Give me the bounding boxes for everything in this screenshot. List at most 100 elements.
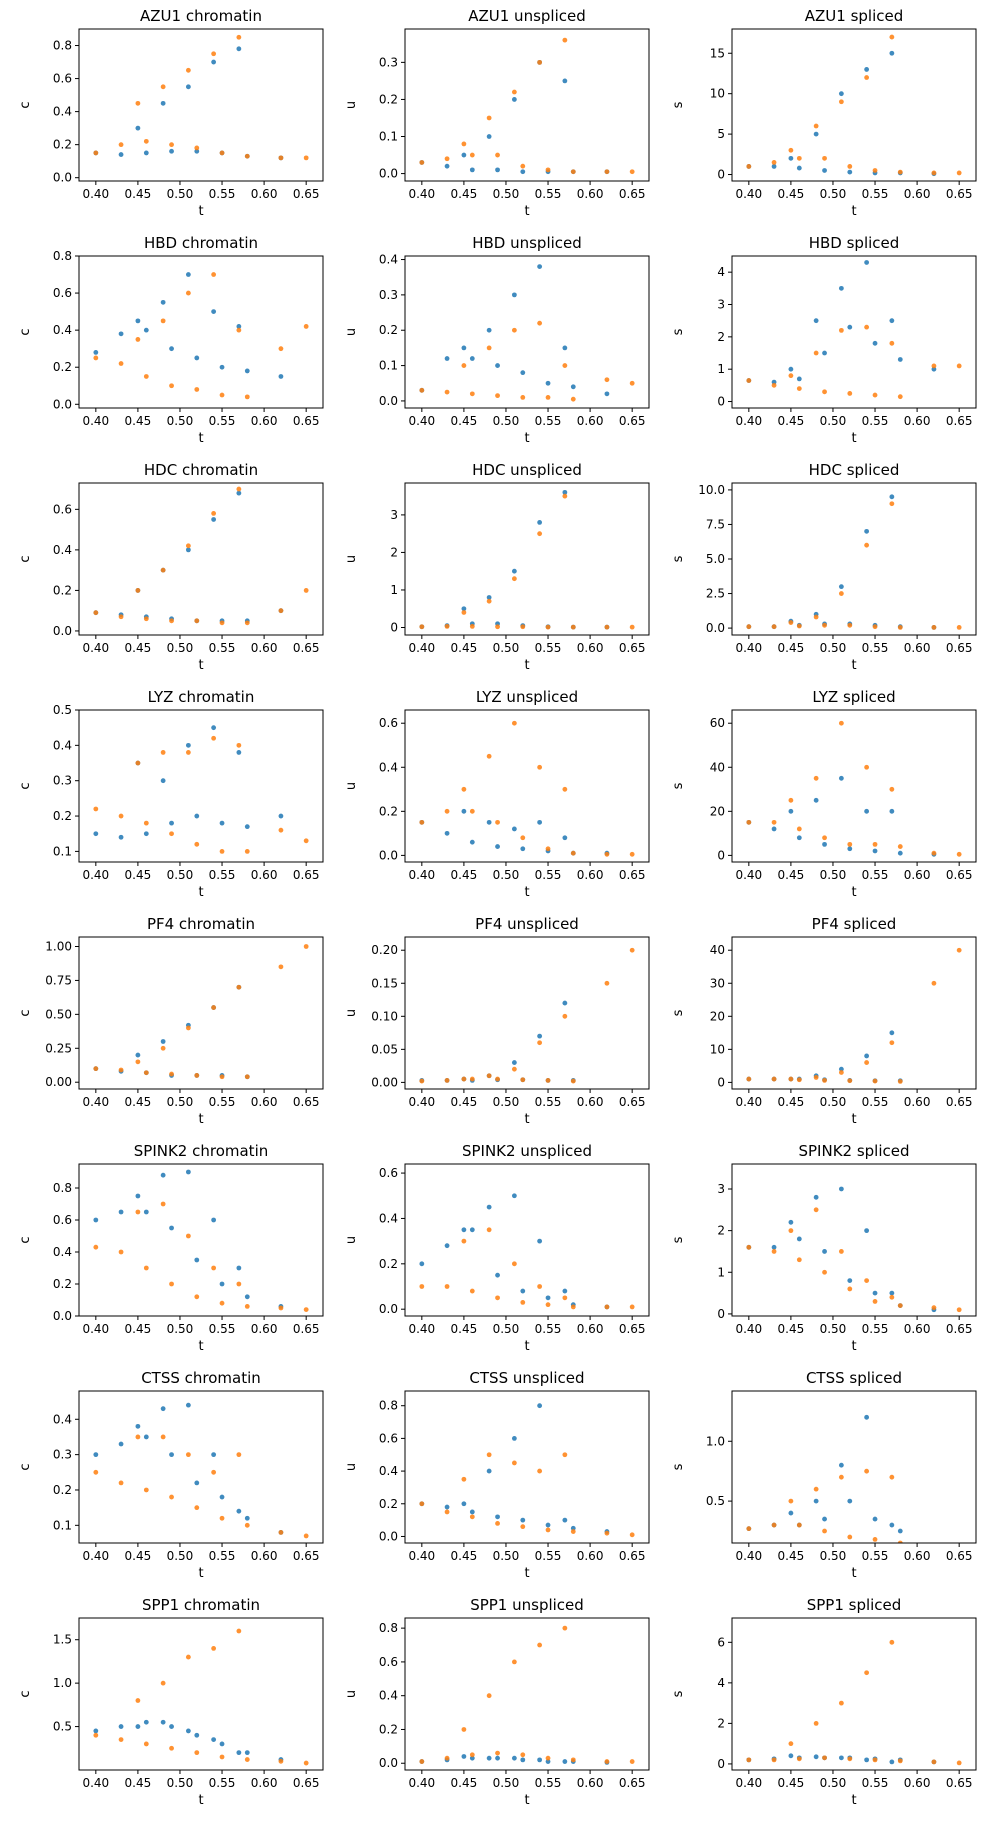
scatter-point [486,1073,492,1079]
scatter-point [604,980,610,986]
scatter-point [562,1452,568,1458]
x-tick-label: 0.65 [619,1549,646,1563]
x-tick-label: 0.50 [167,1095,194,1109]
scatter-point [864,1757,870,1763]
scatter-point [236,34,242,40]
scatter-point [244,1304,250,1309]
scatter-point [746,378,752,383]
scatter-point [511,1659,517,1665]
scatter-point [771,160,777,165]
scatter-point [495,1295,500,1301]
scatter-point [495,1755,500,1761]
scatter-point [444,356,450,361]
x-tick-label: 0.45 [778,868,805,882]
scatter-point [219,820,225,826]
chart-title: SPP1 unspliced [470,1596,584,1614]
x-axis-label: t [851,204,856,219]
scatter-point [847,846,853,852]
scatter-point [219,392,225,398]
scatter-point [303,1533,309,1539]
x-tick-label: 0.65 [293,1776,320,1790]
subplot: 0.40 0.45 0.50 0.55 0.60 0.65 0.0 2.5 5.0 7.5 10.0… [671,461,977,673]
x-tick-label: 0.60 [251,641,278,655]
scatter-point [872,841,878,847]
y-tick-label: 0.2 [53,360,72,374]
scatter-point [570,1078,576,1084]
x-axis-label: t [198,658,203,673]
scatter-point [897,625,903,630]
scatter-point [244,1750,250,1756]
x-tick-label: 0.45 [778,641,805,655]
scatter-point [143,1741,149,1747]
x-axis-label: t [851,1112,856,1127]
x-axis-label: t [198,1793,203,1808]
scatter-point [486,327,492,333]
scatter-point [419,1261,425,1267]
x-tick-label: 0.60 [904,414,931,428]
scatter-point [864,764,870,770]
scatter-point [143,616,149,622]
scatter-point [872,1516,878,1522]
scatter-point [278,1758,284,1764]
scatter-point [118,152,124,157]
y-tick-label: 0.0 [379,1756,398,1770]
x-tick-label: 0.40 [735,187,762,201]
scatter-point [822,1528,827,1534]
axes-frame [731,1163,977,1317]
y-tick-label: 0.5 [53,703,72,717]
scatter-point [419,819,425,825]
scatter-point [486,1227,492,1233]
scatter-point [796,1077,802,1083]
x-tick-label: 0.50 [493,1549,520,1563]
y-tick-label: 1 [717,1265,725,1279]
scatter-point [562,489,568,495]
scatter-point [889,1290,895,1296]
scatter-point [461,786,467,792]
x-tick-label: 0.45 [451,1322,478,1336]
scatter-point [303,944,309,949]
x-tick-label: 0.55 [862,187,889,201]
scatter-point [520,1757,526,1763]
scatter-point [520,1752,526,1758]
scatter-point [545,1527,551,1533]
scatter-point [570,1304,576,1310]
scatter-point [461,808,467,814]
chart-title: SPINK2 spliced [798,1142,909,1160]
subplot: 0.40 0.45 0.50 0.55 0.60 0.65 0 5 10 15 AZU1 splic… [671,7,977,219]
scatter-point [244,1294,250,1300]
x-tick-label: 0.65 [619,1095,646,1109]
scatter-point [570,396,576,402]
scatter-point [486,819,492,825]
scatter-point [545,167,551,173]
subplot: 0.40 0.45 0.50 0.55 0.60 0.65 0 2 4 6 SPP1 spliced… [671,1596,977,1808]
chart-title: HBD chromatin [144,234,258,252]
axes-frame [731,255,977,409]
x-tick-label: 0.40 [82,414,109,428]
scatter-point [537,1040,543,1046]
scatter-point [822,1516,827,1522]
scatter-point [143,327,149,333]
scatter-point [495,393,500,399]
scatter-point [93,1244,99,1250]
scatter-point [864,75,870,80]
scatter-point [169,346,174,352]
x-tick-label: 0.50 [167,868,194,882]
scatter-point [822,1249,827,1254]
scatter-point [511,292,517,298]
scatter-point [889,1759,895,1765]
scatter-point [135,1209,141,1215]
scatter-point [143,1209,149,1215]
scatter-point [813,318,819,324]
scatter-point [244,824,250,830]
scatter-point [461,1501,467,1507]
scatter-point [219,1515,225,1521]
axes-frame [78,1163,324,1317]
scatter-point [629,1532,635,1538]
scatter-point [847,1286,853,1292]
x-tick-label: 0.60 [904,187,931,201]
scatter-point [771,1522,777,1528]
x-tick-label: 0.65 [619,414,646,428]
scatter-point [169,1724,174,1729]
scatter-point [444,1755,450,1761]
scatter-point [160,567,166,573]
